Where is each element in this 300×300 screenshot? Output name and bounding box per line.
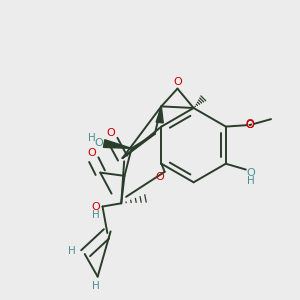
Text: H: H — [92, 281, 100, 291]
Text: O: O — [173, 76, 182, 86]
Text: H: H — [247, 176, 254, 186]
Text: O: O — [246, 119, 254, 129]
Text: H: H — [88, 133, 96, 143]
Text: O: O — [246, 168, 255, 178]
Text: O: O — [107, 128, 116, 138]
Text: O: O — [155, 172, 164, 182]
Text: O: O — [246, 120, 254, 130]
Text: O: O — [247, 121, 253, 130]
Text: O: O — [94, 138, 103, 148]
Text: H: H — [92, 210, 99, 220]
Polygon shape — [103, 140, 132, 148]
Text: O: O — [88, 148, 97, 158]
Text: O: O — [245, 120, 254, 130]
Text: O: O — [91, 202, 100, 212]
Polygon shape — [156, 106, 163, 123]
Text: H: H — [68, 246, 76, 256]
